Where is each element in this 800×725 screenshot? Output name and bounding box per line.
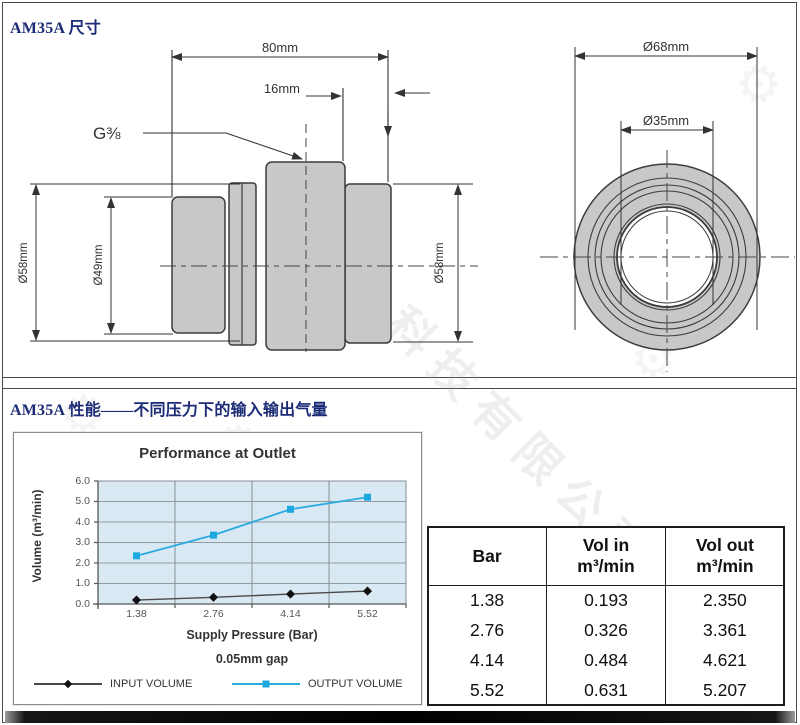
dim-49 [104, 196, 173, 335]
part-right-body-58 [344, 183, 392, 344]
dim-16mm [306, 88, 344, 161]
y-tick-label: 4.0 [75, 515, 90, 528]
table-row: 1.38 0.193 2.350 [428, 585, 784, 616]
front-view: Ø68mm Ø35mm [540, 39, 795, 372]
table-cell: 5.207 [664, 675, 784, 705]
chart-subtitle: 0.05mm gap [215, 652, 289, 666]
side-view-body [171, 161, 392, 351]
page-footer-bar [5, 711, 795, 723]
input-line-sample [34, 679, 102, 689]
legend-item-output-volume: OUTPUT VOLUME [232, 676, 403, 692]
table-cell: 0.193 [546, 585, 666, 616]
legend-label: OUTPUT VOLUME [308, 678, 403, 690]
dim-left-58 [30, 183, 240, 342]
dim-80mm-label: 80mm [262, 40, 298, 55]
dim-right-58 [393, 183, 473, 343]
table-cell: 4.621 [664, 645, 784, 676]
table-row: 5.52 0.631 5.207 [428, 675, 784, 705]
chart-plot-area [93, 480, 407, 609]
table-cell: 2.76 [470, 620, 505, 641]
centerlines [160, 124, 478, 352]
table-cell: 2.350 [664, 585, 784, 616]
y-tick-label: 6.0 [75, 474, 90, 487]
x-axis-label: Supply Pressure (Bar) [186, 628, 318, 642]
table-row: 4.14 0.484 4.621 [428, 645, 784, 676]
col-header-vol-out: Vol out m³/min [664, 527, 784, 586]
square-marker-icon [262, 680, 270, 688]
dim-35-label: Ø35mm [643, 113, 689, 128]
performance-chart: Performance at Outlet Volume (m³/min) 6.… [13, 432, 422, 705]
table-cell: 0.326 [546, 615, 666, 646]
x-tick-label: 1.38 [126, 608, 147, 620]
x-tick-label: 5.52 [357, 608, 378, 620]
dim-68 [574, 47, 758, 330]
diamond-marker-icon [63, 679, 73, 689]
dim-68-label: Ø68mm [643, 39, 689, 54]
y-tick-label: 3.0 [75, 536, 90, 548]
x-tick-label: 4.14 [280, 608, 301, 620]
section-divider-bottom [2, 388, 796, 389]
y-axis-label: Volume (m³/min) [30, 489, 44, 583]
table-row: 2.76 0.326 3.361 [428, 615, 784, 646]
table-cell: 4.14 [470, 649, 505, 670]
y-tick-label: 1.0 [75, 577, 90, 589]
port-label: G⅜ [93, 124, 121, 143]
legend-item-input-volume: INPUT VOLUME [34, 676, 192, 692]
y-tick-label: 5.0 [75, 495, 90, 507]
table-cell: 0.631 [546, 675, 666, 705]
dim-step-arrows [384, 89, 430, 137]
port-leader-line [143, 132, 303, 160]
dim-right-58-label: Ø58mm [434, 243, 446, 284]
dim-49-label: Ø49mm [93, 245, 105, 286]
y-tick-label: 2.0 [75, 556, 90, 569]
part-left-body-49 [171, 196, 226, 334]
front-centerlines [540, 150, 795, 372]
table-cell: 0.484 [546, 645, 666, 676]
page-title-performance: AM35A 性能——不同压力下的输入输出气量 [10, 402, 328, 419]
section-divider-top [2, 377, 796, 378]
table-cell: 1.38 [470, 590, 505, 611]
chart-title: Performance at Outlet [139, 445, 296, 462]
col-header-bar: Bar [428, 527, 547, 586]
table-header-row: Bar Vol in m³/min Vol out m³/min [428, 527, 784, 586]
y-tick-label: 0.0 [75, 597, 90, 610]
dim-left-58-label: Ø58mm [18, 243, 30, 284]
table-cell: 3.361 [664, 615, 784, 646]
dim-16mm-label: 16mm [264, 81, 300, 96]
output-line-sample [232, 680, 300, 688]
col-header-vol-in: Vol in m³/min [546, 527, 666, 586]
dimension-drawing: 80mm 16mm G⅜ Ø58mm Ø49mm Ø58mm [18, 39, 795, 372]
dim-35 [620, 121, 714, 305]
x-tick-label: 2.76 [203, 608, 224, 620]
legend-label: INPUT VOLUME [110, 678, 193, 690]
page-title-dimensions: AM35A 尺寸 [10, 20, 101, 37]
table-cell: 5.52 [470, 679, 505, 700]
performance-table: Bar Vol in m³/min Vol out m³/min 1.38 0.193… [427, 526, 785, 706]
